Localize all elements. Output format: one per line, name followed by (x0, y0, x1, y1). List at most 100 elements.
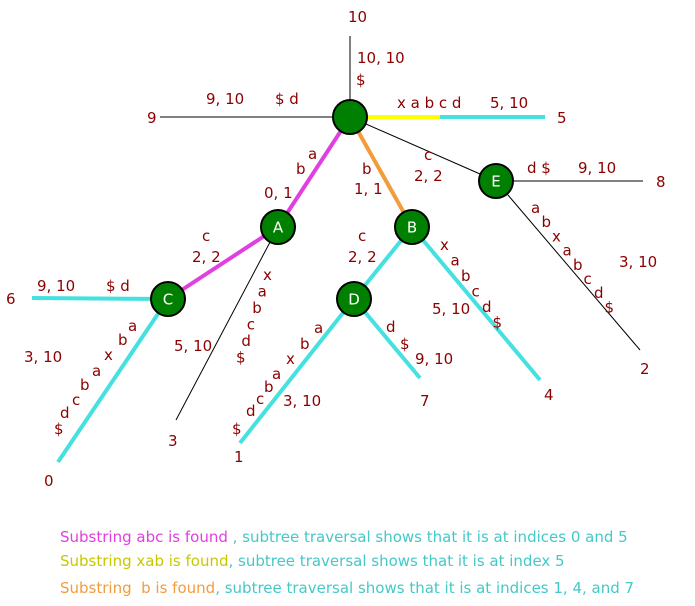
edge-label-d-7-range: 9, 10 (415, 350, 453, 368)
node-c-label: C (163, 291, 173, 309)
edge-label-a-3-range: 5, 10 (174, 337, 212, 355)
edge-label-a-3-text-char-0: x (263, 266, 272, 284)
edge-label-root-b-range: 1, 1 (354, 180, 383, 198)
edge-label-d-1-text-char-5: c (256, 390, 264, 408)
edge-label-a-3-text-char-2: b (252, 299, 262, 317)
leaf-label-7: 7 (420, 392, 430, 410)
edge-label-e-2-text-char-6: d (594, 284, 604, 302)
legend-abc-detail: , subtree traversal shows that it is at … (232, 528, 628, 546)
leaf-label-5: 5 (557, 109, 567, 127)
edge-label-d-1-range: 3, 10 (283, 392, 321, 410)
leaf-label-2: 2 (640, 360, 650, 378)
node-d-label: D (348, 291, 360, 309)
edge-label-e-2-text-char-7: $ (605, 298, 615, 316)
edge-label-c-0-range: 3, 10 (24, 348, 62, 366)
edge-label-root-10-range: 10, 10 (357, 49, 405, 67)
legend-abc-highlight: Substring abc is found (60, 528, 233, 546)
edge-label-root-a-text-char-1: a (308, 145, 317, 163)
edge-label-e-2-text-char-4: b (573, 256, 583, 274)
node-root (332, 99, 368, 135)
edge-label-e-8-text: d $ (527, 159, 551, 177)
edge-label-root-10-text: $ (356, 71, 366, 89)
edge-A-3 (175, 226, 279, 421)
edge-label-b-4-range: 5, 10 (432, 300, 470, 318)
legend-b-detail: , subtree traversal shows that it is at … (215, 579, 635, 597)
edge-label-e-2-text-char-3: a (563, 242, 572, 260)
legend-xab-highlight: Substring xab is found (60, 552, 229, 570)
node-d (336, 281, 372, 317)
edge-label-e-2-text-char-0: a (531, 199, 540, 217)
edge-label-d-7-text-char-1: $ (400, 335, 410, 353)
edge-A-C (166, 225, 280, 301)
leaf-label-8: 8 (656, 173, 666, 191)
edge-label-c-0-text-char-7: $ (54, 420, 64, 438)
edge-label-c-0-text-char-0: a (128, 317, 137, 335)
edge-label-c-6-range: 9, 10 (37, 277, 75, 295)
node-e-label: E (491, 173, 500, 191)
edge-C-0 (56, 297, 170, 464)
node-a (260, 209, 296, 245)
node-e (478, 163, 514, 199)
leaf-label-3: 3 (168, 432, 178, 450)
edge-label-b-4-text-char-5: $ (493, 314, 503, 332)
leaf-label-9: 9 (147, 109, 157, 127)
edge-label-c-0-text-char-1: b (118, 331, 128, 349)
edge-label-b-d-range: 2, 2 (348, 248, 377, 266)
edge-label-a-c-range: 2, 2 (192, 248, 221, 266)
edge-label-b-4-text-char-2: b (461, 267, 471, 285)
edge-label-c-6-text: $ d (106, 277, 130, 295)
edge-label-e-8-range: 9, 10 (578, 159, 616, 177)
edge-label-d-1-text-char-4: b (264, 378, 274, 396)
edge-label-root-9-text: $ d (275, 90, 299, 108)
edge-D-1 (238, 297, 356, 445)
leaf-label-0: 0 (44, 472, 54, 490)
edge-label-d-7-text-char-0: d (386, 318, 396, 336)
edge-label-d-1-text-char-6: d (246, 402, 256, 420)
leaf-label-1: 1 (234, 448, 244, 466)
edge-label-d-1-text-char-3: a (272, 365, 281, 383)
edge-label-b-4-text-char-1: a (451, 252, 460, 270)
edge-label-d-1-text-char-0: a (314, 319, 323, 337)
edge-label-b-d-text: c (358, 227, 366, 245)
edge-label-c-0-text-char-3: a (92, 362, 101, 380)
edge-C-6 (31, 296, 169, 301)
edge-label-e-2-text-char-1: b (542, 213, 552, 231)
edge-label-root-e-text: c (424, 146, 432, 164)
edge-label-a-3-text-char-1: a (258, 283, 267, 301)
edge-B-4 (410, 225, 542, 382)
node-b-label: B (407, 219, 417, 237)
edge-E-2 (495, 180, 641, 351)
edge-label-root-b-text: b (362, 160, 372, 178)
edge-label-root-9-range: 9, 10 (206, 90, 244, 108)
edge-label-a-c-text: c (202, 227, 210, 245)
node-a-label: A (273, 219, 284, 237)
edge-label-e-2-range: 3, 10 (619, 253, 657, 271)
edge-root-B (348, 116, 414, 228)
leaf-label-10: 10 (348, 8, 367, 26)
leaf-label-6: 6 (6, 290, 16, 308)
legend-line-xab: Substring xab is found, subtree traversa… (60, 552, 565, 570)
edge-label-c-0-text-char-2: x (104, 346, 113, 364)
edge-label-a-3-text-char-5: $ (236, 349, 246, 367)
legend-xab-detail: , subtree traversal shows that it is at … (228, 552, 565, 570)
edge-label-root-5-text: x a b c d (397, 94, 461, 112)
legend-line-b: Substring b is found, subtree traversal … (60, 579, 634, 597)
legend-line-abc: Substring abc is found , subtree travers… (60, 528, 628, 546)
edge-label-a-3-text-char-4: d (241, 332, 251, 350)
edge-label-c-0-text-char-5: c (72, 391, 80, 409)
edge-label-e-2-text-char-2: x (552, 227, 561, 245)
edge-label-root-e-range: 2, 2 (414, 167, 443, 185)
edge-label-b-4-text-char-0: x (440, 236, 449, 254)
edge-label-a-3-text-char-3: c (247, 316, 255, 334)
legend-b-highlight: Substring b is found (60, 579, 216, 597)
edge-label-e-2-text-char-5: c (584, 270, 592, 288)
edge-label-root-a-text-char-0: b (296, 160, 306, 178)
edge-label-d-1-text-char-2: x (286, 350, 295, 368)
edge-label-b-4-text-char-3: c (472, 283, 480, 301)
edge-label-d-1-text-char-7: $ (232, 420, 242, 438)
edge-label-root-5-range: 5, 10 (490, 94, 528, 112)
leaf-label-4: 4 (544, 386, 554, 404)
node-c (150, 281, 186, 317)
edge-label-b-4-text-char-4: d (482, 298, 492, 316)
